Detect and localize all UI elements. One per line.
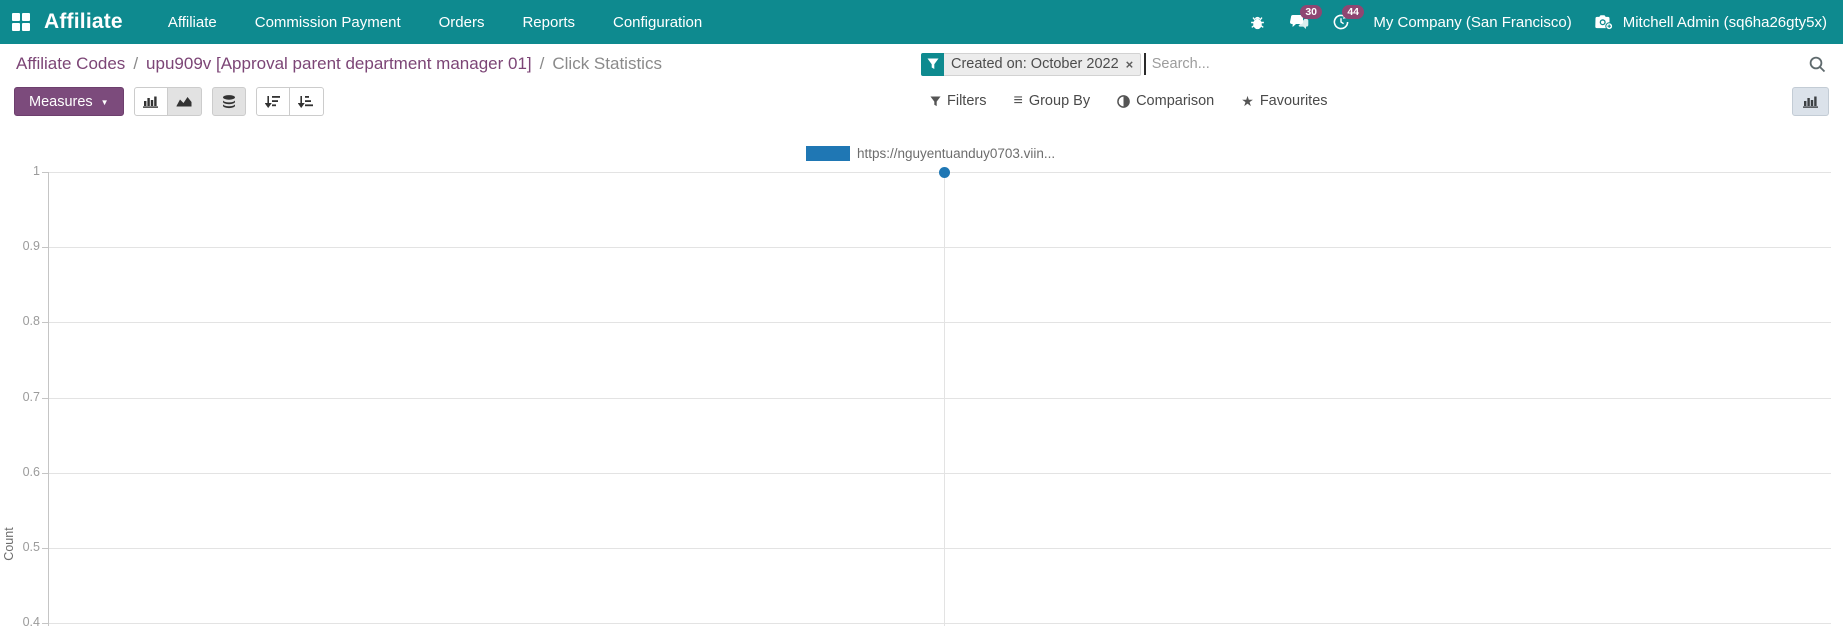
- y-tick-label: 1: [33, 164, 40, 178]
- group-by-dropdown[interactable]: ≡ Group By: [1013, 92, 1091, 109]
- bars-icon: ≡: [1013, 92, 1023, 109]
- y-tick-label: 0.4: [22, 615, 40, 626]
- view-tools: Measures ▼: [14, 87, 324, 116]
- facet-remove-icon[interactable]: ×: [1125, 56, 1134, 72]
- data-point: [939, 167, 950, 178]
- avatar-camera-icon: [1594, 14, 1614, 31]
- sort-group: [255, 87, 324, 116]
- y-tick-label: 0.8: [22, 314, 40, 328]
- breadcrumb-record[interactable]: upu909v [Approval parent department mana…: [146, 54, 532, 73]
- menu-affiliate[interactable]: Affiliate: [167, 13, 217, 31]
- caret-down-icon: ▼: [100, 98, 109, 107]
- stacked-toggle-button[interactable]: [211, 87, 246, 116]
- y-tick-label: 0.7: [22, 390, 40, 404]
- menu-commission-payment[interactable]: Commission Payment: [254, 13, 401, 31]
- top-navbar: Affiliate Affiliate Commission Payment O…: [0, 0, 1843, 44]
- y-tick-mark: [42, 623, 48, 624]
- chart-type-group: [133, 87, 202, 116]
- v-gridline: [944, 172, 945, 626]
- sort-ascending-button[interactable]: [289, 87, 324, 116]
- comparison-dropdown[interactable]: Comparison: [1117, 93, 1214, 109]
- activities-badge: 44: [1342, 5, 1365, 19]
- y-tick-label: 0.9: [22, 239, 40, 253]
- facet-label: Created on: October 2022: [951, 56, 1119, 72]
- breadcrumb-current: Click Statistics: [552, 54, 662, 73]
- search-icon[interactable]: [1808, 55, 1829, 74]
- y-axis-title: Count: [2, 527, 16, 561]
- y-tick-mark: [42, 473, 48, 474]
- app-brand[interactable]: Affiliate: [44, 10, 123, 33]
- line-chart-button[interactable]: [167, 87, 202, 116]
- y-tick-mark: [42, 172, 48, 173]
- bar-chart-icon: [1803, 96, 1818, 108]
- bar-chart-button[interactable]: [133, 87, 168, 116]
- breadcrumb: Affiliate Codes / upu909v [Approval pare…: [16, 54, 921, 74]
- search-input[interactable]: [1145, 52, 1808, 76]
- menu-reports[interactable]: Reports: [522, 13, 575, 31]
- activities-icon[interactable]: 44: [1331, 5, 1365, 32]
- main-menu: Affiliate Commission Payment Orders Repo…: [149, 0, 721, 44]
- filter-facet-icon: [921, 52, 944, 76]
- h-gridline: [49, 473, 1831, 474]
- h-gridline: [49, 548, 1831, 549]
- favourites-dropdown[interactable]: ★ Favourites: [1241, 92, 1328, 110]
- h-gridline: [49, 247, 1831, 248]
- h-gridline: [49, 398, 1831, 399]
- filters-dropdown[interactable]: Filters: [930, 93, 986, 109]
- filter-icon: [930, 95, 941, 107]
- search-bar: Created on: October 2022 ×: [921, 52, 1829, 76]
- bug-icon[interactable]: [1247, 12, 1267, 32]
- adjust-half-circle-icon: [1117, 94, 1130, 108]
- chart-legend-item[interactable]: https://nguyentuanduy0703.viin...: [806, 146, 1055, 161]
- facet-body: Created on: October 2022 ×: [944, 52, 1142, 76]
- breadcrumb-separator: /: [133, 54, 139, 73]
- legend-label: https://nguyentuanduy0703.viin...: [857, 146, 1056, 161]
- control-panel-buttons: Measures ▼: [0, 84, 1843, 120]
- sort-descending-button[interactable]: [255, 87, 290, 116]
- y-tick-mark: [42, 322, 48, 323]
- graph-view: https://nguyentuanduy0703.viin... 1 0.9 0.…: [0, 140, 1843, 626]
- menu-configuration[interactable]: Configuration: [613, 13, 703, 31]
- navbar-right: 30 44 My Company (San Francisco) Mit: [1247, 5, 1827, 32]
- menu-orders[interactable]: Orders: [438, 13, 485, 31]
- y-tick-mark: [42, 398, 48, 399]
- search-facet: Created on: October 2022 ×: [921, 52, 1142, 76]
- graph-view-switcher-button[interactable]: [1792, 87, 1829, 116]
- user-name: Mitchell Admin (sq6ha26gty5x): [1622, 13, 1827, 31]
- messages-icon[interactable]: 30: [1289, 5, 1323, 32]
- breadcrumb-separator: /: [539, 54, 545, 73]
- search-options: Filters ≡ Group By Comparison ★ Favourit…: [930, 92, 1328, 110]
- control-panel-top: Affiliate Codes / upu909v [Approval pare…: [0, 44, 1843, 84]
- apps-menu-icon[interactable]: [12, 13, 30, 31]
- legend-swatch: [806, 146, 850, 161]
- messages-badge: 30: [1300, 5, 1323, 19]
- text-cursor: [1144, 53, 1146, 75]
- measures-button[interactable]: Measures ▼: [14, 87, 124, 116]
- company-switcher[interactable]: My Company (San Francisco): [1373, 13, 1572, 31]
- y-tick-label: 0.6: [22, 465, 40, 479]
- h-gridline: [49, 623, 1831, 624]
- breadcrumb-affiliate-codes[interactable]: Affiliate Codes: [16, 54, 126, 73]
- h-gridline: [49, 322, 1831, 323]
- y-tick-label: 0.5: [22, 540, 40, 554]
- y-axis-line: [48, 172, 49, 626]
- star-icon: ★: [1241, 92, 1254, 109]
- y-tick-mark: [42, 548, 48, 549]
- user-menu[interactable]: Mitchell Admin (sq6ha26gty5x): [1594, 14, 1827, 31]
- y-tick-mark: [42, 247, 48, 248]
